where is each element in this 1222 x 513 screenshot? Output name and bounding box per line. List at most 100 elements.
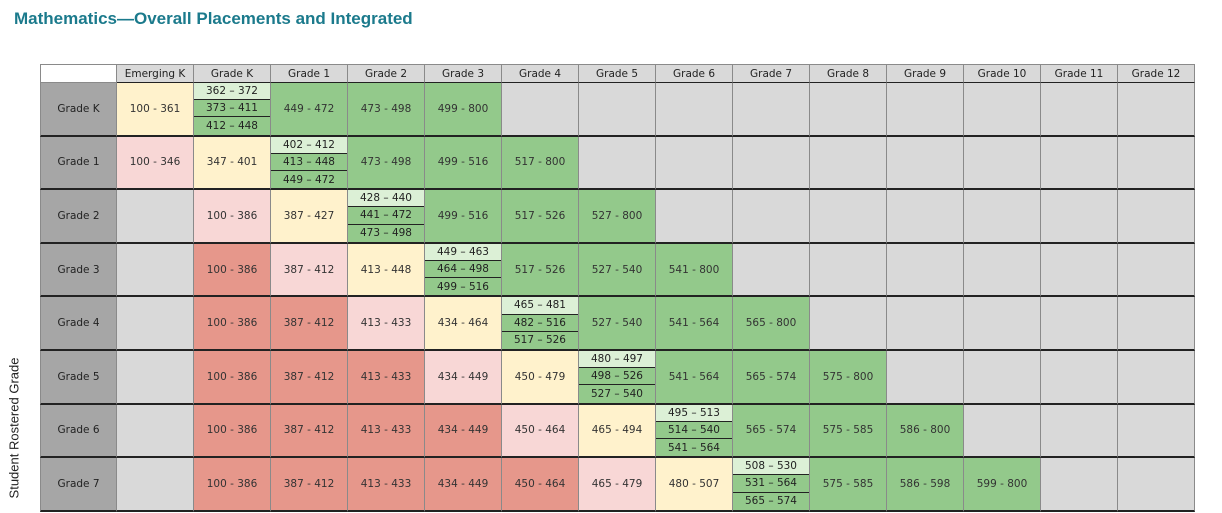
- range-cell: 565 - 574: [733, 351, 810, 405]
- range-cell: 575 - 585: [810, 458, 887, 512]
- column-header: Grade 5: [579, 64, 656, 83]
- range-part: 565 – 574: [733, 492, 809, 510]
- range-part: 412 – 448: [194, 117, 270, 135]
- range-cell: 599 - 800: [964, 458, 1041, 512]
- empty-cell: [733, 136, 810, 191]
- row-header: Grade 2: [40, 190, 117, 244]
- empty-cell: [1118, 404, 1195, 459]
- range-part: 531 – 564: [733, 475, 809, 493]
- empty-cell: [1041, 136, 1118, 191]
- range-cell: 387 - 412: [271, 297, 348, 351]
- row-header: Grade 6: [40, 404, 117, 459]
- range-part: 527 – 540: [579, 385, 655, 403]
- empty-cell: [656, 190, 733, 244]
- empty-cell: [579, 83, 656, 137]
- range-cell: 434 - 449: [425, 404, 502, 459]
- empty-cell: [1118, 136, 1195, 191]
- range-cell: 565 - 800: [733, 297, 810, 351]
- range-cell: 387 - 412: [271, 351, 348, 405]
- empty-cell: [117, 190, 194, 244]
- range-cell: 347 - 401: [194, 136, 271, 191]
- empty-cell: [117, 243, 194, 298]
- empty-cell: [1118, 190, 1195, 244]
- empty-cell: [656, 136, 733, 191]
- range-cell: 387 - 412: [271, 404, 348, 459]
- range-part: 373 – 411: [194, 100, 270, 118]
- range-cell: 413 - 433: [348, 404, 425, 459]
- range-part: 541 – 564: [656, 438, 732, 457]
- empty-cell: [810, 190, 887, 244]
- range-cell: 434 - 449: [425, 458, 502, 512]
- split-cell: 465 – 481 482 – 516 517 – 526: [502, 297, 579, 351]
- empty-cell: [964, 404, 1041, 459]
- range-cell: 450 - 479: [502, 351, 579, 405]
- split-cell: 508 – 530 531 – 564 565 – 574: [733, 458, 810, 512]
- split-cell: 402 – 412 413 – 448 449 – 472: [271, 136, 348, 191]
- range-part: 441 – 472: [348, 207, 424, 225]
- range-cell: 586 - 598: [887, 458, 964, 512]
- range-part: 449 – 463: [425, 243, 501, 261]
- range-cell: 465 - 479: [579, 458, 656, 512]
- column-header: Grade 1: [271, 64, 348, 83]
- row-header: Grade K: [40, 83, 117, 137]
- column-header: Grade 12: [1118, 64, 1195, 83]
- column-header: Grade 9: [887, 64, 964, 83]
- split-cell: 480 – 497 498 – 526 527 – 540: [579, 351, 656, 405]
- range-cell: 527 - 540: [579, 297, 656, 351]
- range-cell: 100 - 386: [194, 190, 271, 244]
- column-header: Emerging K: [117, 64, 194, 83]
- column-header: Grade 6: [656, 64, 733, 83]
- range-part: 508 – 530: [733, 458, 809, 476]
- empty-cell: [117, 351, 194, 405]
- range-cell: 450 - 464: [502, 404, 579, 459]
- range-cell: 480 - 507: [656, 458, 733, 512]
- empty-cell: [656, 83, 733, 137]
- range-cell: 100 - 386: [194, 404, 271, 459]
- empty-cell: [887, 136, 964, 191]
- empty-cell: [1041, 243, 1118, 298]
- range-part: 362 – 372: [194, 83, 270, 101]
- range-cell: 517 - 526: [502, 190, 579, 244]
- range-cell: 517 - 526: [502, 243, 579, 298]
- empty-cell: [1041, 83, 1118, 137]
- range-cell: 449 - 472: [271, 83, 348, 137]
- empty-cell: [887, 83, 964, 137]
- empty-cell: [117, 458, 194, 512]
- split-cell: 495 – 513 514 – 540 541 – 564: [656, 404, 733, 459]
- empty-cell: [1118, 83, 1195, 137]
- range-cell: 473 - 498: [348, 136, 425, 191]
- column-header: Grade 4: [502, 64, 579, 83]
- range-part: 514 – 540: [656, 421, 732, 439]
- empty-cell: [964, 351, 1041, 405]
- row-header: Grade 7: [40, 458, 117, 512]
- range-part: 465 – 481: [502, 297, 578, 315]
- split-cell: 449 – 463 464 – 498 499 – 516: [425, 243, 502, 298]
- range-cell: 527 - 540: [579, 243, 656, 298]
- column-header: Grade 11: [1041, 64, 1118, 83]
- range-cell: 541 - 564: [656, 351, 733, 405]
- range-cell: 387 - 412: [271, 458, 348, 512]
- empty-cell: [1041, 458, 1118, 512]
- empty-cell: [1041, 190, 1118, 244]
- empty-cell: [810, 243, 887, 298]
- range-cell: 413 - 433: [348, 458, 425, 512]
- empty-cell: [887, 351, 964, 405]
- range-cell: 413 - 433: [348, 297, 425, 351]
- empty-cell: [964, 136, 1041, 191]
- empty-cell: [964, 83, 1041, 137]
- column-header: Grade 7: [733, 64, 810, 83]
- range-cell: 541 - 564: [656, 297, 733, 351]
- range-part: 495 – 513: [656, 404, 732, 422]
- split-cell: 428 – 440 441 – 472 473 – 498: [348, 190, 425, 244]
- range-part: 482 – 516: [502, 314, 578, 332]
- range-cell: 434 - 464: [425, 297, 502, 351]
- range-cell: 100 - 386: [194, 297, 271, 351]
- empty-cell: [964, 297, 1041, 351]
- range-cell: 499 - 516: [425, 190, 502, 244]
- range-cell: 387 - 412: [271, 243, 348, 298]
- range-cell: 413 - 448: [348, 243, 425, 298]
- row-header: Grade 4: [40, 297, 117, 351]
- empty-cell: [579, 136, 656, 191]
- range-cell: 100 - 386: [194, 243, 271, 298]
